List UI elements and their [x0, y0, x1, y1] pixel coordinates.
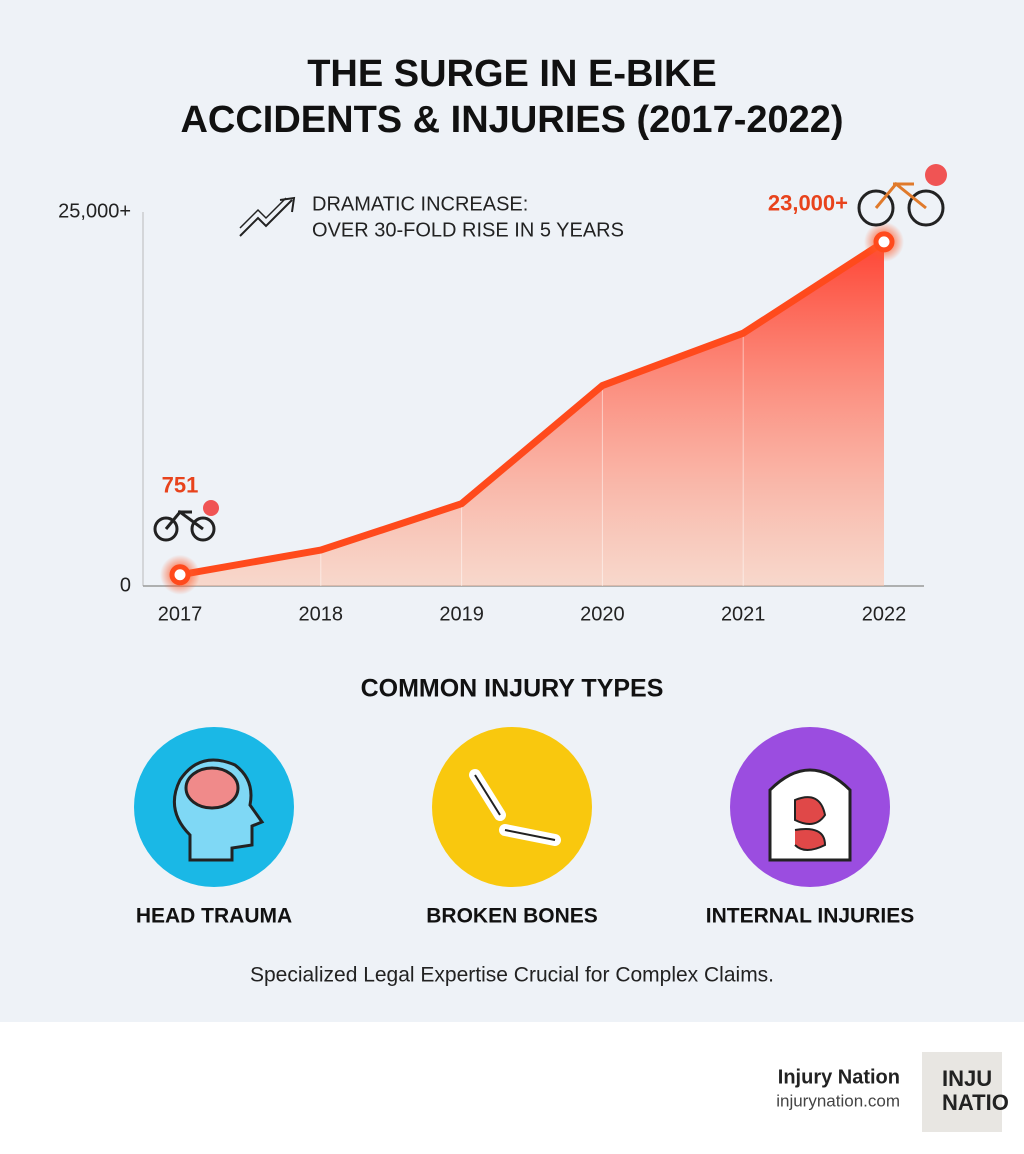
- footer: [0, 1022, 1024, 1154]
- logo-text: NATIO: [942, 1090, 1009, 1115]
- x-tick-label: 2021: [721, 603, 766, 625]
- trend-icon: [239, 197, 287, 229]
- plot: 0 25,000+ 2017 2018 2019 2020 2021 2022 751 23,00…: [58, 191, 924, 625]
- chart-title: ACCIDENTS & INJURIES (2017-2022): [180, 99, 843, 141]
- y-tick-label: 25,000+: [58, 200, 131, 222]
- injury-label: INTERNAL INJURIES: [706, 905, 914, 928]
- injury-label: BROKEN BONES: [426, 905, 598, 928]
- annotation: DRAMATIC INCREASE:: [312, 193, 528, 215]
- annotation: OVER 30-FOLD RISE IN 5 YEARS: [312, 219, 624, 241]
- point: [873, 231, 895, 253]
- x-tick-label: 2020: [580, 603, 625, 625]
- bike-icon: [153, 164, 947, 542]
- chart-title: THE SURGE IN E-BIKE: [307, 53, 717, 95]
- footnote: Specialized Legal Expertise Crucial for …: [250, 964, 774, 987]
- logo-text: INJU: [942, 1066, 992, 1091]
- x-tick-label: 2018: [299, 603, 344, 625]
- x-tick-label: 2022: [862, 603, 907, 625]
- brand-url: injurynation.com: [776, 1091, 900, 1110]
- icon-head: [184, 766, 240, 810]
- icon-bones: [474, 774, 556, 841]
- injury-label: HEAD TRAUMA: [136, 905, 292, 928]
- data-label: 751: [162, 473, 199, 498]
- icon-internal: [794, 796, 827, 851]
- area-fill: [180, 241, 884, 587]
- data-label: 23,000+: [768, 191, 848, 216]
- section-title: COMMON INJURY TYPES: [361, 675, 664, 703]
- point: [169, 564, 191, 586]
- logo: [922, 1052, 1002, 1132]
- icon-bones: [432, 727, 592, 887]
- line: [179, 238, 886, 579]
- x-tick-label: 2019: [439, 603, 484, 625]
- y-tick-label: 0: [120, 574, 131, 596]
- x-tick-label: 2017: [158, 603, 203, 625]
- brand-name: Injury Nation: [778, 1066, 900, 1088]
